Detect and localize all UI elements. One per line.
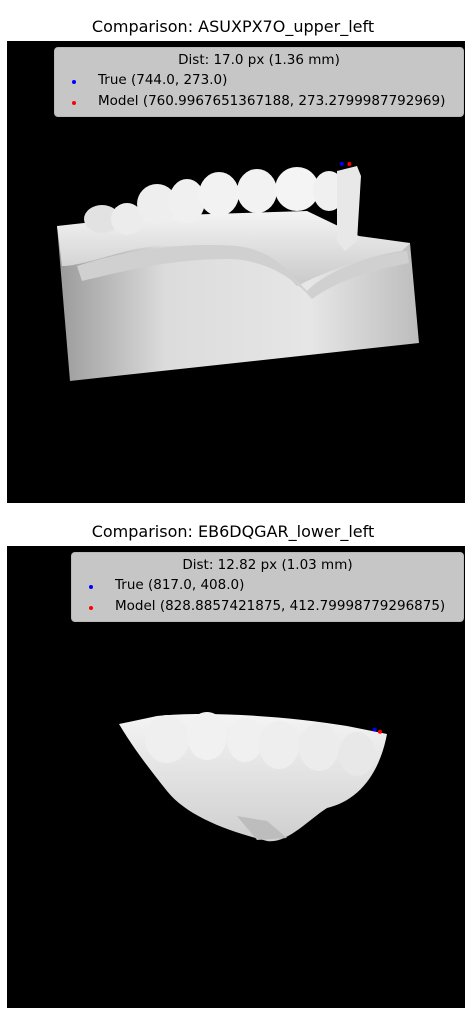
legend-label: Model (828.8857421875, 412.7999877929687…: [115, 598, 446, 614]
legend: Dist: 12.82 px (1.03 mm) True (817.0, 40…: [71, 552, 464, 622]
panel-title: Comparison: EB6DQGAR_lower_left: [91, 522, 375, 541]
legend-entry-model: Model (828.8857421875, 412.7999877929687…: [72, 596, 463, 617]
model-point: [347, 162, 352, 166]
legend-entry-model: Model (760.9967651367188, 273.2799987792…: [55, 91, 463, 112]
true-point: [372, 727, 377, 732]
legend-entry-true: True (817.0, 408.0): [72, 575, 463, 596]
plot-area: [7, 546, 465, 1008]
legend-marker-red: [72, 101, 76, 105]
plot-area: [7, 41, 465, 503]
true-point: [339, 161, 344, 166]
legend-marker-red: [89, 606, 93, 610]
legend-marker-blue: [89, 585, 93, 589]
legend-label: True (817.0, 408.0): [115, 577, 245, 593]
legend-entry-true: True (744.0, 273.0): [55, 70, 463, 91]
legend-label: Model (760.9967651367188, 273.2799987792…: [98, 93, 446, 109]
legend: Dist: 17.0 px (1.36 mm) True (744.0, 273…: [54, 47, 464, 117]
model-point: [378, 729, 382, 734]
panel-title: Comparison: ASUXPX7O_upper_left: [91, 17, 375, 36]
legend-label: True (744.0, 273.0): [98, 72, 228, 88]
tooth-image-lower: [119, 712, 387, 842]
legend-title: Dist: 12.82 px (1.03 mm): [182, 557, 353, 573]
legend-title: Dist: 17.0 px (1.36 mm): [178, 52, 340, 68]
legend-marker-blue: [72, 80, 76, 84]
tooth-image-upper: [57, 161, 419, 381]
